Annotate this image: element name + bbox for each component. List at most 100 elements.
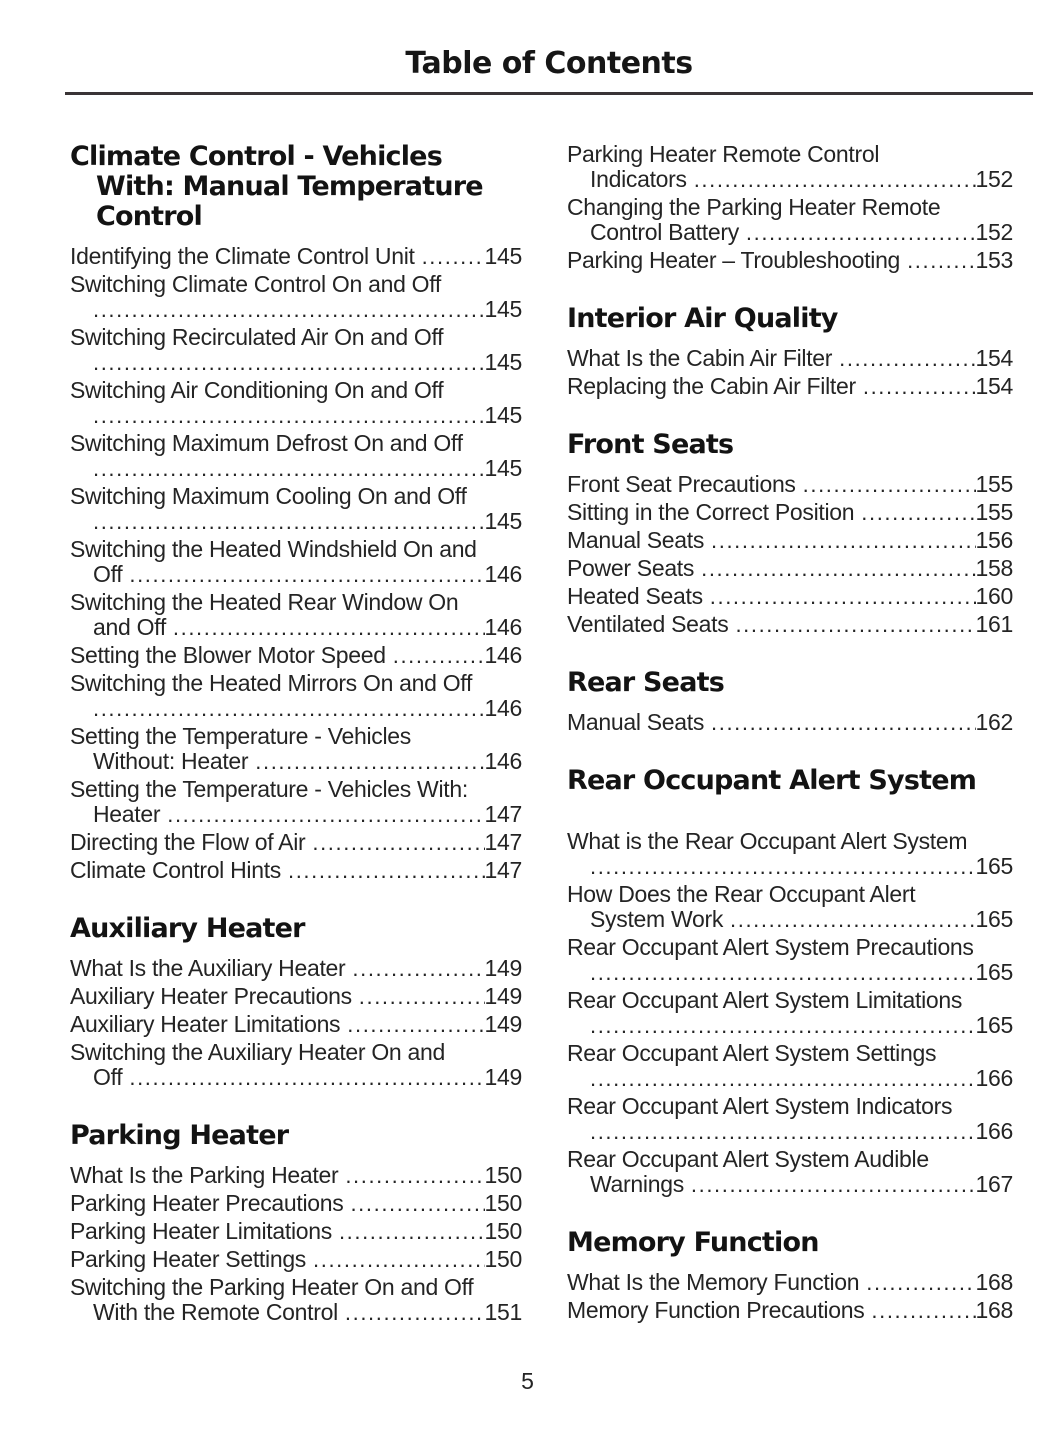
- toc-entry[interactable]: Switching Maximum Cooling On and Off 145: [70, 484, 522, 534]
- dot-leader: [345, 1300, 485, 1325]
- entry-page-number: 146: [484, 748, 523, 774]
- toc-entry[interactable]: What Is the Cabin Air Filter 154: [567, 346, 1013, 371]
- toc-entry[interactable]: What Is the Auxiliary Heater 149: [70, 956, 522, 981]
- entry-leader-line: 165: [567, 959, 1014, 985]
- entry-leader-line: Identifying the Climate Control Unit 145: [70, 244, 522, 269]
- dot-leader: [590, 1013, 976, 1038]
- toc-entry[interactable]: Sitting in the Correct Position 155: [567, 500, 1013, 525]
- entry-leader-line: What Is the Auxiliary Heater 149: [70, 956, 522, 981]
- page-title: Table of Contents: [405, 46, 693, 81]
- toc-section: Parking Heater What Is the Parking Heater…: [70, 1121, 522, 1325]
- entry-title: Heater: [93, 801, 161, 827]
- dot-leader: [129, 1065, 484, 1090]
- entry-title: What Is the Cabin Air Filter: [567, 345, 833, 371]
- entry-title: and Off: [93, 614, 166, 640]
- entry-leader-line: With the Remote Control 151: [70, 1300, 522, 1325]
- toc-entry[interactable]: Switching Air Conditioning On and Off 145: [70, 378, 522, 428]
- toc-entry[interactable]: Changing the Parking Heater Remote Contro…: [567, 195, 1013, 245]
- entry-leader-line: Replacing the Cabin Air Filter 154: [567, 374, 1013, 399]
- toc-entry[interactable]: Rear Occupant Alert System Limitations 16…: [567, 988, 1013, 1038]
- section-heading-line: Climate Control - Vehicles: [70, 141, 443, 172]
- toc-section: Rear Seats Manual Seats 162: [567, 668, 1013, 735]
- toc-entry[interactable]: Switching the Heated Windshield On and Of…: [70, 537, 522, 587]
- entry-leader-line: Without: Heater 146: [70, 749, 522, 774]
- entry-leader-line: 145: [70, 403, 523, 428]
- entry-page-number: 146: [484, 642, 523, 668]
- dot-leader: [711, 710, 975, 735]
- entry-title: Off: [93, 561, 123, 587]
- toc-entry[interactable]: Switching the Auxiliary Heater On and Off…: [70, 1040, 522, 1090]
- toc-entry[interactable]: Switching Maximum Defrost On and Off 145: [70, 431, 522, 481]
- toc-entry[interactable]: Manual Seats 162: [567, 710, 1013, 735]
- entry-leader-line: What Is the Cabin Air Filter 154: [567, 346, 1013, 371]
- entry-page-number: 150: [484, 1218, 523, 1244]
- toc-entry[interactable]: Identifying the Climate Control Unit 145: [70, 244, 522, 269]
- entry-page-number: 168: [975, 1269, 1014, 1295]
- entry-text-line: Switching Recirculated Air On and Off: [70, 325, 444, 350]
- entry-title: Front Seat Precautions: [567, 471, 796, 497]
- entry-leader-line: Warnings 167: [567, 1172, 1013, 1197]
- toc-entry[interactable]: Switching the Heated Mirrors On and Off 1…: [70, 671, 522, 721]
- toc-entry[interactable]: Auxiliary Heater Precautions 149: [70, 984, 522, 1009]
- entry-leader-line: Indicators 152: [567, 167, 1013, 192]
- dot-leader: [590, 854, 976, 879]
- entry-title: Manual Seats: [567, 709, 705, 735]
- entry-title: Parking Heater Limitations: [70, 1218, 332, 1244]
- toc-entry[interactable]: Switching Climate Control On and Off 145: [70, 272, 522, 322]
- toc-entry[interactable]: What is the Rear Occupant Alert System 16…: [567, 829, 1013, 879]
- section-entries: What Is the Auxiliary Heater149 Auxiliary…: [70, 956, 522, 1090]
- entry-title: Replacing the Cabin Air Filter: [567, 373, 856, 399]
- toc-entry[interactable]: Setting the Temperature - Vehicles With:…: [70, 777, 522, 827]
- entry-leader-line: Heater 147: [70, 802, 522, 827]
- toc-entry[interactable]: Auxiliary Heater Limitations 149: [70, 1012, 522, 1037]
- toc-entry[interactable]: Memory Function Precautions 168: [567, 1298, 1013, 1323]
- toc-entry[interactable]: Ventilated Seats 161: [567, 612, 1013, 637]
- toc-entry[interactable]: Rear Occupant Alert System Audible Warnin…: [567, 1147, 1013, 1197]
- toc-entry[interactable]: Power Seats 158: [567, 556, 1013, 581]
- toc-entry[interactable]: Parking Heater – Troubleshooting 153: [567, 248, 1013, 273]
- dot-leader: [863, 374, 976, 399]
- toc-entry[interactable]: Setting the Blower Motor Speed 146: [70, 643, 522, 668]
- toc-entry[interactable]: Switching Recirculated Air On and Off 145: [70, 325, 522, 375]
- toc-section: Front Seats Front Seat Precautions155 Sitt…: [567, 430, 1013, 637]
- toc-entry[interactable]: Heated Seats 160: [567, 584, 1013, 609]
- toc-entry[interactable]: Setting the Temperature - Vehicles Withou…: [70, 724, 522, 774]
- toc-entry[interactable]: Switching the Parking Heater On and Off W…: [70, 1275, 522, 1325]
- entry-text-line: Rear Occupant Alert System Indicators: [567, 1094, 953, 1119]
- toc-entry[interactable]: What Is the Parking Heater 150: [70, 1163, 522, 1188]
- toc-entry[interactable]: Switching the Heated Rear Window On and O…: [70, 590, 522, 640]
- footer-page-number: 5: [521, 1368, 534, 1394]
- entry-leader-line: Parking Heater – Troubleshooting 153: [567, 248, 1013, 273]
- entry-page-number: 165: [975, 959, 1014, 985]
- section-heading: Front Seats: [567, 430, 1013, 460]
- toc-entry[interactable]: Parking Heater Limitations 150: [70, 1219, 522, 1244]
- entry-title: Climate Control Hints: [70, 857, 281, 883]
- toc-entry[interactable]: How Does the Rear Occupant Alert System W…: [567, 882, 1013, 932]
- section-heading-line: Rear Occupant Alert System: [567, 765, 977, 796]
- toc-entry[interactable]: What Is the Memory Function 168: [567, 1270, 1013, 1295]
- toc-entry[interactable]: Climate Control Hints 147: [70, 858, 522, 883]
- entry-page-number: 166: [975, 1065, 1014, 1091]
- entry-page-number: 145: [484, 243, 523, 269]
- entry-leader-line: Auxiliary Heater Limitations 149: [70, 1012, 522, 1037]
- entry-leader-line: Auxiliary Heater Precautions 149: [70, 984, 522, 1009]
- toc-entry[interactable]: Rear Occupant Alert System Settings 166: [567, 1041, 1013, 1091]
- toc-entry[interactable]: Replacing the Cabin Air Filter 154: [567, 374, 1013, 399]
- entry-leader-line: 145: [70, 455, 523, 481]
- toc-entry[interactable]: Parking Heater Precautions 150: [70, 1191, 522, 1216]
- toc-section: Rear Occupant Alert System What is the Re…: [567, 766, 1013, 1197]
- toc-entry[interactable]: Rear Occupant Alert System Indicators 166: [567, 1094, 1013, 1144]
- entry-leader-line: Directing the Flow of Air 147: [70, 830, 522, 855]
- toc-entry[interactable]: Parking Heater Settings 150: [70, 1247, 522, 1272]
- dot-leader: [871, 1298, 975, 1323]
- entry-text-line: Switching Air Conditioning On and Off: [70, 378, 444, 403]
- toc-entry[interactable]: Directing the Flow of Air 147: [70, 830, 522, 855]
- entry-page-number: 166: [975, 1118, 1014, 1144]
- toc-entry[interactable]: Front Seat Precautions 155: [567, 472, 1013, 497]
- entry-leader-line: 166: [567, 1065, 1014, 1091]
- entry-page-number: 145: [484, 455, 523, 481]
- toc-entry[interactable]: Manual Seats 156: [567, 528, 1013, 553]
- toc-entry[interactable]: Rear Occupant Alert System Precautions16…: [567, 935, 1013, 985]
